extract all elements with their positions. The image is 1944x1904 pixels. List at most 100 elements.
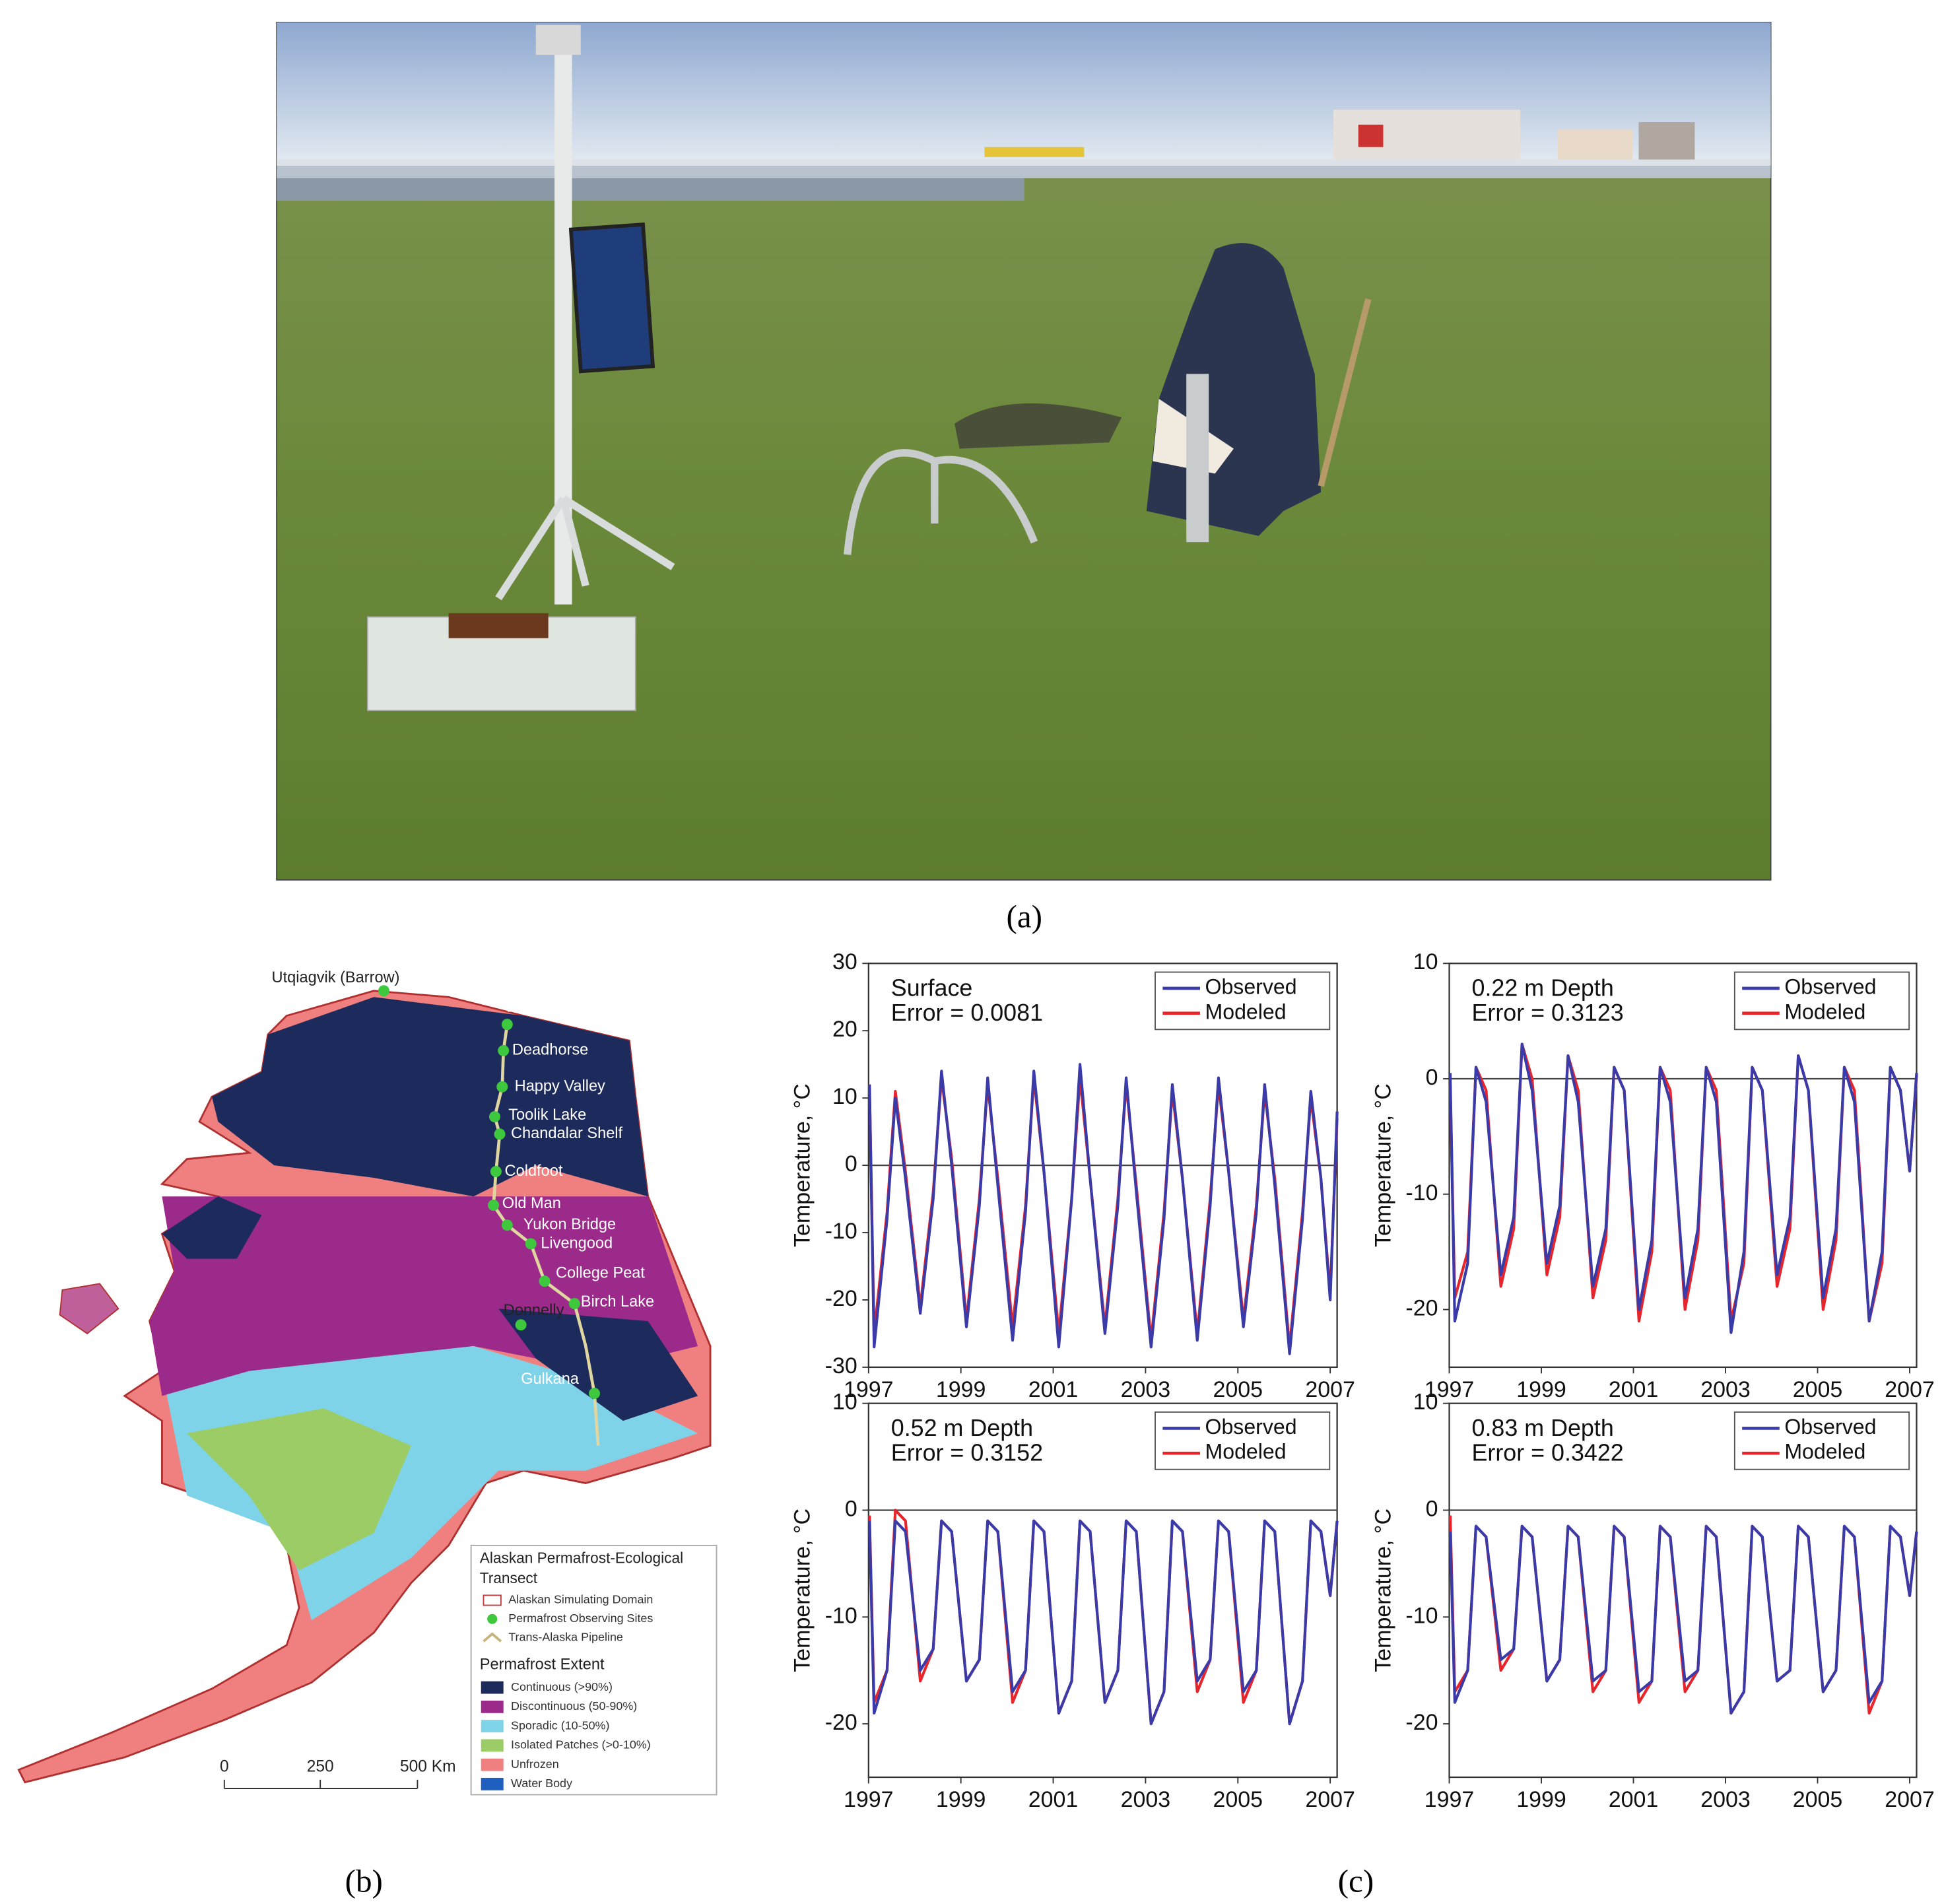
photo: [276, 22, 1772, 881]
x-tick-label: 2005: [1793, 1787, 1843, 1812]
data-line: [1448, 1524, 1918, 1715]
chart-title: 0.83 m Depth: [1472, 1415, 1614, 1441]
y-axis-label: Temperature, °C: [790, 1083, 815, 1247]
site-label: Coldfoot: [505, 1162, 563, 1179]
x-tick-label: 2003: [1700, 1377, 1751, 1402]
y-tick-label: 0: [1426, 1496, 1438, 1521]
y-axis-label: Temperature, °C: [790, 1509, 815, 1672]
site-label: Yukon Bridge: [523, 1215, 616, 1233]
x-tick-label: 1999: [936, 1787, 986, 1812]
y-tick-label: 10: [1413, 1390, 1438, 1415]
legend-item: Unfrozen: [511, 1757, 559, 1771]
chart-title: Surface: [891, 974, 973, 1001]
x-tick-label: 2007: [1305, 1787, 1355, 1812]
legend-item: Discontinuous (50-90%): [511, 1699, 637, 1713]
legend-item: Continuous (>90%): [511, 1680, 613, 1693]
legend-title: Alaskan Permafrost-Ecological: [480, 1549, 683, 1567]
legend-box: [1733, 971, 1910, 1031]
site-marker: [568, 1298, 580, 1310]
plot-frame: [867, 1402, 1338, 1779]
y-tick-label: -20: [1405, 1710, 1438, 1735]
x-tick-label: 2001: [1028, 1377, 1079, 1402]
legend-title: Transect: [480, 1569, 538, 1586]
data-line: [868, 1519, 1339, 1726]
site-marker: [501, 1219, 513, 1231]
y-tick-label: -20: [825, 1286, 857, 1311]
x-tick-label: 1999: [1516, 1787, 1566, 1812]
scale-label: 250: [307, 1757, 334, 1775]
site-marker: [496, 1081, 508, 1093]
chart: -20 -10 0 10 1997 1999 2001 2003 2005 2007 Tempera…: [1370, 949, 1934, 1402]
site-label: Donnelly: [504, 1301, 564, 1318]
x-tick-label: 1997: [1424, 1787, 1475, 1812]
legend-swatch: [483, 1632, 502, 1643]
y-axis-label: Temperature, °C: [1370, 1083, 1395, 1247]
site-marker: [494, 1128, 506, 1140]
site-marker: [498, 1044, 510, 1056]
data-line: [868, 1063, 1339, 1355]
legend-item: Sporadic (10-50%): [511, 1718, 609, 1732]
legend-swatch: [481, 1739, 504, 1752]
site-label: Birch Lake: [581, 1293, 654, 1310]
site-marker: [378, 985, 389, 997]
y-tick-label: -30: [825, 1353, 857, 1378]
scale-label: 500 Km: [400, 1757, 456, 1775]
legend-heading: Permafrost Extent: [480, 1655, 605, 1672]
legend-swatch: [481, 1720, 504, 1733]
site-marker: [539, 1275, 551, 1287]
x-tick-label: 1997: [1424, 1377, 1475, 1402]
legend-box: [1733, 1411, 1910, 1470]
x-tick-label: 2003: [1121, 1787, 1171, 1812]
site-label: West Dock: [505, 996, 594, 1015]
x-tick-label: 2001: [1609, 1377, 1659, 1402]
y-tick-label: -10: [825, 1219, 857, 1244]
site-label: Toolik Lake: [508, 1106, 586, 1123]
chart: -20 -10 0 10 1997 1999 2001 2003 2005 2007 Tempera…: [790, 1390, 1355, 1812]
y-tick-label: 20: [832, 1017, 857, 1042]
y-tick-label: -10: [1405, 1603, 1438, 1628]
annotation: Error = 0.3123: [1472, 1000, 1624, 1026]
plot-frame: [1448, 1402, 1918, 1779]
annotation: Error = 0.0081: [891, 1000, 1043, 1026]
legend-label: Modeled: [1784, 1440, 1865, 1464]
chart-title: 0.22 m Depth: [1472, 974, 1614, 1001]
legend-label: Observed: [1205, 1415, 1297, 1439]
site-label: Utqiagvik (Barrow): [272, 969, 400, 986]
data-line: [1448, 1042, 1918, 1334]
y-tick-label: 0: [845, 1151, 857, 1176]
site-label: Livengood: [541, 1234, 613, 1251]
site-label: College Peat: [556, 1264, 645, 1281]
x-tick-label: 2005: [1213, 1787, 1263, 1812]
legend-item: Alaskan Simulating Domain: [508, 1593, 653, 1606]
y-tick-label: 0: [1426, 1065, 1438, 1090]
site-marker: [501, 1019, 513, 1031]
legend-label: Modeled: [1784, 1000, 1865, 1023]
x-tick-label: 1999: [936, 1377, 986, 1402]
site-marker: [515, 1319, 527, 1331]
legend-label: Modeled: [1205, 1440, 1287, 1464]
legend-label: Observed: [1784, 975, 1876, 999]
x-tick-label: 2003: [1121, 1377, 1171, 1402]
y-tick-label: 10: [832, 1390, 857, 1415]
x-tick-label: 2005: [1793, 1377, 1843, 1402]
chart: -20 -10 0 10 1997 1999 2001 2003 2005 2007 Tempera…: [1370, 1390, 1934, 1812]
site-marker: [525, 1238, 537, 1250]
x-tick-label: 2001: [1609, 1787, 1659, 1812]
y-axis-label: Temperature, °C: [1370, 1509, 1395, 1672]
legend-swatch: [487, 1614, 498, 1624]
y-tick-label: -10: [825, 1603, 857, 1628]
y-tick-label: 0: [845, 1496, 857, 1521]
annotation: Error = 0.3422: [1472, 1440, 1624, 1466]
x-tick-label: 2007: [1885, 1787, 1935, 1812]
plot-frame: [1448, 963, 1918, 1369]
panel-label: (a): [1007, 898, 1042, 934]
x-tick-label: 2005: [1213, 1377, 1263, 1402]
site-label: Gulkana: [521, 1370, 580, 1387]
legend-swatch: [481, 1777, 504, 1790]
site-marker: [488, 1200, 500, 1211]
y-tick-label: -20: [825, 1710, 857, 1735]
legend-swatch: [483, 1594, 502, 1606]
x-tick-label: 2007: [1885, 1377, 1935, 1402]
